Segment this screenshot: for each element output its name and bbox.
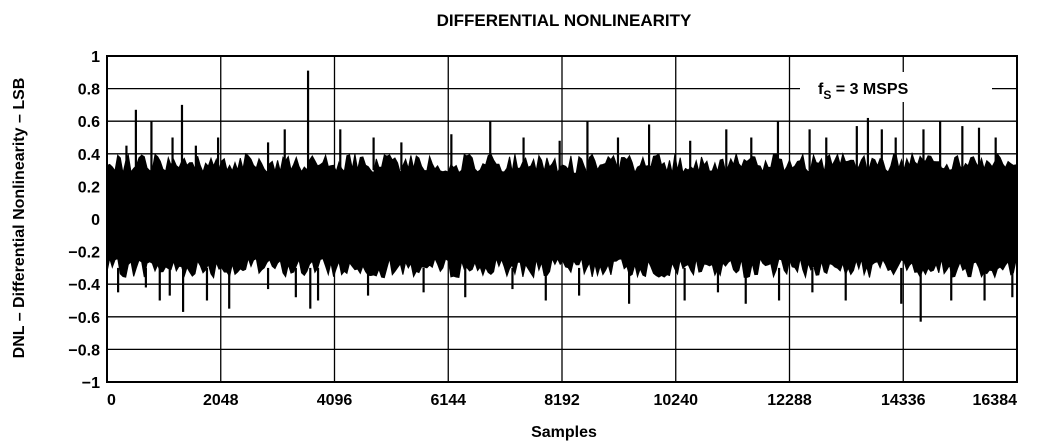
chart-title: DIFFERENTIAL NONLINEARITY	[437, 11, 692, 30]
x-tick-label: 14336	[881, 392, 926, 409]
x-tick-label: 4096	[317, 392, 353, 409]
annotation-main: f	[818, 81, 824, 98]
x-tick-label: 8192	[544, 392, 580, 409]
y-tick-label: 0	[91, 212, 100, 229]
x-tick-label: 2048	[203, 392, 239, 409]
y-axis-label: DNL – Differential Nonlinearity – LSB	[11, 78, 28, 359]
annotation-rest: = 3 MSPS	[831, 81, 908, 98]
x-tick-label: 12288	[767, 392, 812, 409]
sampling-rate-annotation: fS = 3 MSPS	[818, 81, 909, 102]
x-tick-label: 10240	[654, 392, 699, 409]
annotation-subscript: S	[823, 88, 831, 102]
annotation-background	[800, 72, 992, 102]
y-tick-label: 1	[91, 49, 100, 66]
x-tick-label: 6144	[430, 392, 466, 409]
y-tick-label: −1	[82, 375, 100, 392]
y-tick-label: −0.4	[68, 277, 100, 294]
y-tick-label: −0.6	[68, 310, 100, 327]
x-tick-label: 0	[107, 392, 116, 409]
plot-frame	[106, 55, 1018, 383]
y-tick-labels: 1 0.8 0.6 0.4 0.2 0 −0.2 −0.4 −0.6 −0.8 −1	[68, 49, 100, 392]
y-tick-label: 0.2	[78, 179, 100, 196]
y-tick-label: −0.2	[68, 245, 100, 262]
y-tick-label: −0.8	[68, 342, 100, 359]
x-tick-labels: 0 2048 4096 6144 8192 10240 12288 14336 16384	[107, 392, 1017, 409]
y-tick-label: 0.6	[78, 114, 100, 131]
y-tick-label: 0.8	[78, 82, 100, 99]
x-tick-label: 16384	[973, 392, 1018, 409]
x-axis-label: Samples	[531, 424, 597, 441]
dnl-spikes	[117, 70, 1014, 322]
dnl-noise-band	[106, 151, 1017, 279]
y-tick-label: 0.4	[78, 147, 100, 164]
